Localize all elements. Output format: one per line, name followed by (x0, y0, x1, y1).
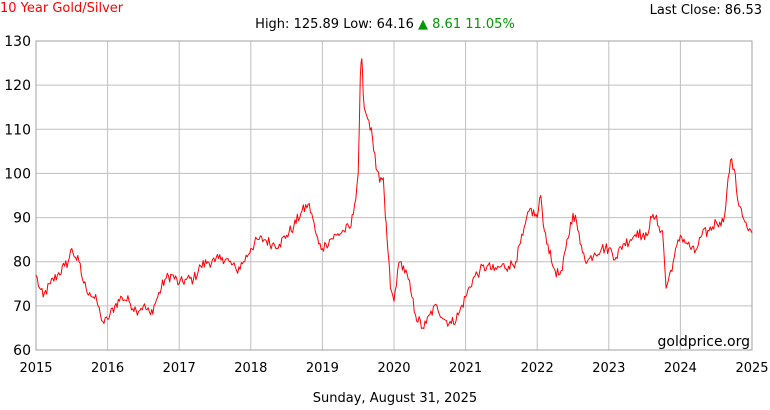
y-tick-label: 120 (4, 78, 31, 94)
stats-line: High: 125.89 Low: 64.16 ▲ 8.61 11.05% (0, 17, 770, 32)
series-line-0 (35, 58, 753, 329)
y-tick-label: 70 (13, 299, 31, 315)
change-up-arrow-icon: ▲ (418, 17, 428, 32)
last-close-value: 86.53 (724, 3, 762, 18)
plot-frame (35, 40, 753, 351)
footer-date: Sunday, August 31, 2025 (312, 391, 478, 406)
y-axis-ticks: 60 70 80 90 100 110 120 130 (4, 34, 31, 359)
x-tick-label: 2021 (449, 361, 482, 376)
chart-title: 10 Year Gold/Silver (0, 1, 124, 16)
high-value: 125.89 (293, 17, 340, 32)
low-label: Low: (343, 17, 373, 32)
y-tick-label: 60 (13, 343, 31, 359)
grid (35, 40, 753, 351)
x-tick-label: 2020 (377, 361, 410, 376)
x-tick-label: 2022 (521, 361, 554, 376)
x-tick-label: 2025 (735, 361, 768, 376)
high-label: High: (255, 17, 290, 32)
watermark: goldprice.org (657, 334, 750, 350)
x-tick-label: 2019 (306, 361, 339, 376)
x-tick-label: 2023 (592, 361, 625, 376)
x-tick-label: 2018 (234, 361, 267, 376)
change-percent: 11.05% (465, 17, 515, 32)
x-tick-label: 2015 (19, 361, 52, 376)
last-close: Last Close: 86.53 (650, 3, 762, 18)
y-tick-label: 80 (13, 255, 31, 271)
low-value: 64.16 (376, 17, 414, 32)
x-tick-label: 2016 (91, 361, 124, 376)
y-tick-label: 100 (4, 166, 31, 182)
x-tick-label: 2017 (163, 361, 196, 376)
y-tick-label: 110 (4, 122, 31, 138)
change-value: 8.61 (432, 17, 462, 32)
y-tick-label: 130 (4, 34, 31, 50)
y-tick-label: 90 (13, 211, 31, 227)
x-axis-ticks: 2015 2016 2017 2018 2019 2020 2021 2022 2023 2024… (19, 361, 768, 376)
series-group (35, 58, 753, 329)
x-tick-label: 2024 (664, 361, 697, 376)
last-close-label: Last Close: (649, 3, 721, 18)
